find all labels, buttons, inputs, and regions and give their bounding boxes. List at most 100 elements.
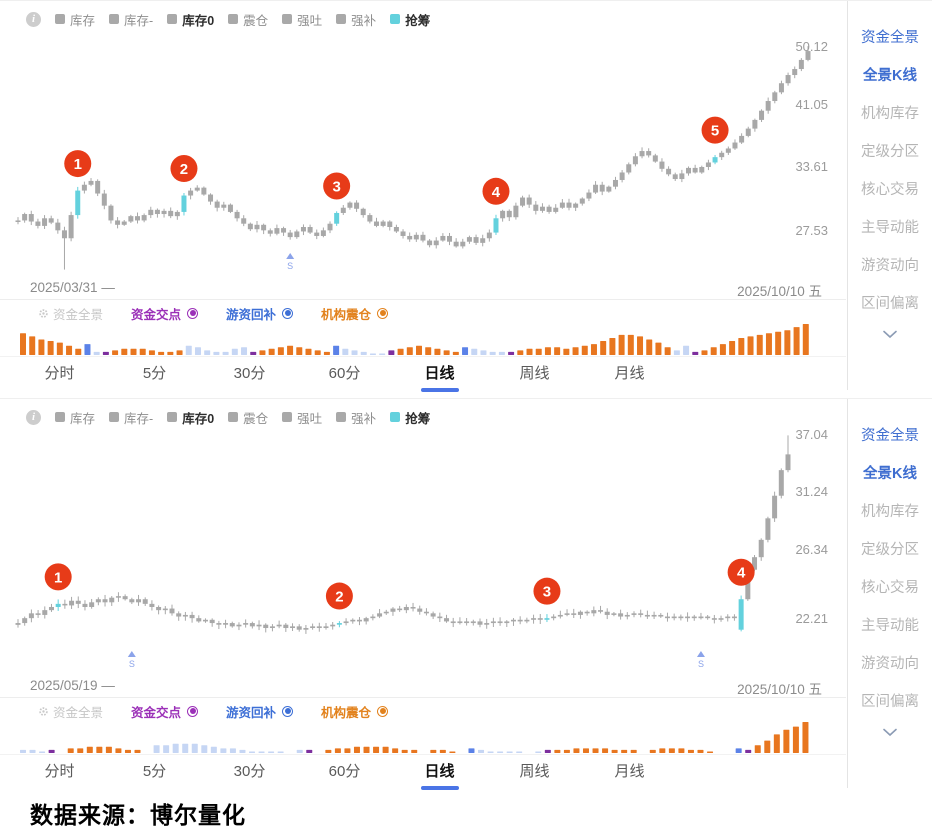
tab[interactable]: 60分 xyxy=(328,365,361,382)
tab[interactable]: 30分 xyxy=(233,763,266,780)
sidebar-item[interactable]: 机构库存 xyxy=(861,106,919,122)
info-icon[interactable]: i xyxy=(26,409,41,425)
sidebar-item[interactable]: 区间偏离 xyxy=(861,694,919,710)
sidebar-item[interactable]: 核心交易 xyxy=(861,182,919,198)
legend-item[interactable]: 库存- xyxy=(109,10,153,29)
flow-bar xyxy=(489,351,496,355)
event-marker[interactable] xyxy=(323,172,351,200)
overlay-toggle[interactable]: 机构震仓 xyxy=(321,304,389,323)
timeframe-tabs: 分时 5分 30分 60分 日线 周线 月线 xyxy=(12,756,677,790)
radio-icon xyxy=(282,307,294,319)
radio-icon xyxy=(187,705,199,717)
price-tick-label: 26.34 xyxy=(795,542,828,557)
flow-bar xyxy=(153,745,160,753)
chevron-down-icon[interactable] xyxy=(882,330,898,339)
flow-bar xyxy=(67,748,74,753)
legend-item[interactable]: 库存 xyxy=(55,10,95,29)
tab[interactable]: 周线 xyxy=(519,763,550,780)
flow-bar xyxy=(201,745,208,753)
event-marker[interactable] xyxy=(44,563,72,591)
legend-item[interactable]: 抢筹 xyxy=(390,10,430,29)
tab[interactable]: 周线 xyxy=(519,365,550,382)
overlay-toggle[interactable]: 资金交点 xyxy=(131,304,199,323)
tab[interactable]: 分时 xyxy=(44,763,75,780)
tab[interactable]: 日线 xyxy=(392,756,487,790)
legend-item[interactable]: 震仓 xyxy=(228,10,268,29)
event-marker[interactable] xyxy=(727,558,755,586)
overlay-toggle[interactable]: 游资回补 xyxy=(226,702,294,721)
sidebar-item[interactable]: 主导动能 xyxy=(861,220,919,236)
flow-bar xyxy=(353,746,360,753)
legend-item[interactable]: 强吐 xyxy=(282,408,322,427)
flow-bar xyxy=(121,348,128,355)
sidebar-item[interactable]: 机构库存 xyxy=(861,504,919,520)
legend-item[interactable]: 库存0 xyxy=(167,10,214,29)
subchart-settings[interactable]: 资金全景 xyxy=(38,304,103,323)
overlay-toggle[interactable]: 游资回补 xyxy=(226,304,294,323)
overlay-toggle[interactable]: 资金交点 xyxy=(131,702,199,721)
flow-bar xyxy=(802,722,809,753)
chevron-down-icon[interactable] xyxy=(882,728,898,737)
flow-bar xyxy=(468,748,475,753)
legend-item[interactable]: 库存0 xyxy=(167,408,214,427)
event-marker[interactable] xyxy=(64,150,92,178)
sidebar-item[interactable]: 资金全景 xyxy=(861,428,919,444)
legend-item[interactable]: 库存- xyxy=(109,408,153,427)
event-marker-number: 4 xyxy=(737,565,746,582)
candlestick-chart[interactable]: 1 2 3 4 5 S 50.12 41.05 33.61 27.53 xyxy=(0,29,846,277)
flow-bar xyxy=(471,348,478,355)
event-marker[interactable] xyxy=(170,155,198,183)
flow-bar xyxy=(250,351,257,355)
event-marker[interactable] xyxy=(325,582,353,610)
tab[interactable]: 月线 xyxy=(614,763,645,780)
sidebar-item[interactable]: 定级分区 xyxy=(861,144,919,160)
tab[interactable]: 5分 xyxy=(142,763,167,780)
subchart-source-label: 资金全景 xyxy=(53,705,104,720)
flow-bar xyxy=(401,749,408,753)
legend-item[interactable]: 震仓 xyxy=(228,408,268,427)
overlay-toggle[interactable]: 机构震仓 xyxy=(321,702,389,721)
candlestick-chart[interactable]: 1 2 3 4 S S 37.04 31.24 26.34 22.21 xyxy=(0,427,846,675)
sidebar-item[interactable]: 资金全景 xyxy=(861,30,919,46)
sidebar-item[interactable]: 核心交易 xyxy=(861,580,919,596)
flow-bar xyxy=(130,348,137,355)
flow-bar xyxy=(646,339,653,355)
overlay-toggle-label: 机构震仓 xyxy=(321,705,372,720)
tab[interactable]: 日线 xyxy=(392,358,487,392)
legend-item[interactable]: 抢筹 xyxy=(390,408,430,427)
info-icon[interactable]: i xyxy=(26,11,41,27)
sidebar-item[interactable]: 区间偏离 xyxy=(861,296,919,312)
tab[interactable]: 月线 xyxy=(614,365,645,382)
sidebar-item[interactable]: 游资动向 xyxy=(861,656,919,672)
flow-bar xyxy=(182,743,189,753)
sidebar-item[interactable]: 定级分区 xyxy=(861,542,919,558)
sidebar-item[interactable]: 全景K线 xyxy=(863,466,917,482)
tab[interactable]: 分时 xyxy=(44,365,75,382)
flow-bar xyxy=(592,748,599,753)
tab[interactable]: 60分 xyxy=(328,763,361,780)
flow-bar xyxy=(325,749,332,753)
legend-item[interactable]: 库存 xyxy=(55,408,95,427)
event-marker[interactable] xyxy=(701,116,729,144)
flow-bar xyxy=(213,351,220,355)
subchart-settings[interactable]: 资金全景 xyxy=(38,702,103,721)
flow-bar xyxy=(93,351,100,355)
flow-bar xyxy=(452,351,459,355)
sidebar-item[interactable]: 主导动能 xyxy=(861,618,919,634)
legend-item[interactable]: 强补 xyxy=(336,408,376,427)
flow-bar xyxy=(439,749,446,753)
tab[interactable]: 30分 xyxy=(233,365,266,382)
event-marker-number: 2 xyxy=(335,589,343,606)
sidebar-item[interactable]: 全景K线 xyxy=(863,68,917,84)
tab[interactable]: 5分 xyxy=(142,365,167,382)
event-marker[interactable] xyxy=(482,177,510,205)
legend-swatch-icon xyxy=(336,412,347,422)
event-marker[interactable] xyxy=(533,577,561,605)
legend-swatch-icon xyxy=(282,412,293,422)
flow-bar xyxy=(697,749,704,753)
legend-item[interactable]: 强补 xyxy=(336,10,376,29)
flow-bar xyxy=(678,748,685,753)
flow-bar xyxy=(487,751,494,753)
legend-item[interactable]: 强吐 xyxy=(282,10,322,29)
sidebar-item[interactable]: 游资动向 xyxy=(861,258,919,274)
